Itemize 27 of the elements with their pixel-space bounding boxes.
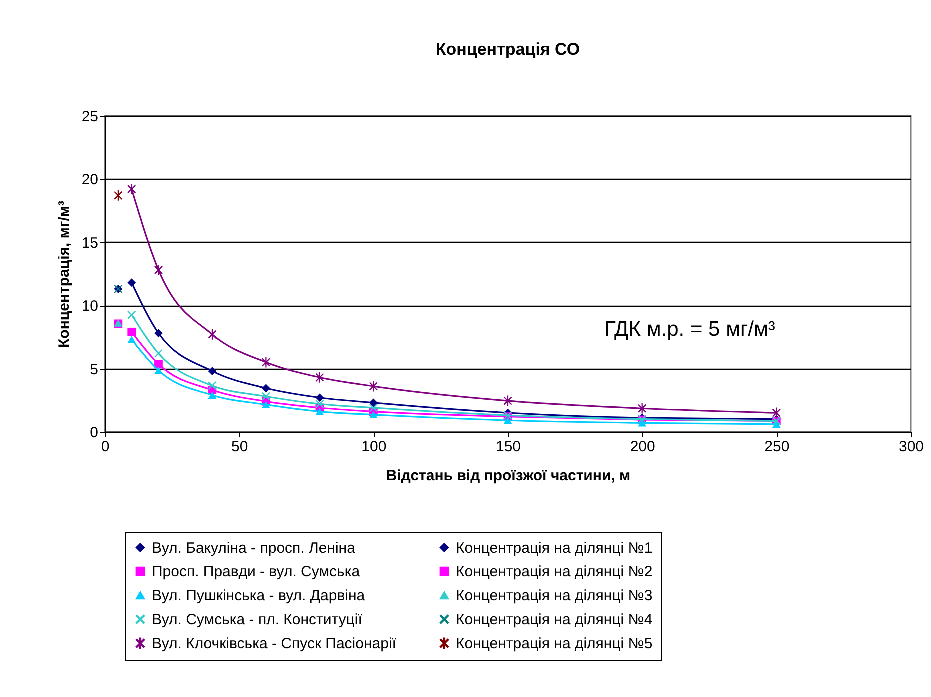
legend-label: Вул. Пушкінська - вул. Дарвіна [152,588,366,604]
y-tick-label: 5 [90,361,98,378]
x-tick-label: 300 [898,438,924,456]
legend-label: Просп. Правди - вул. Сумська [152,564,361,580]
x-tick-label: 50 [231,438,248,456]
y-tick-label: 25 [82,108,98,126]
x-tick-label: 200 [630,438,656,456]
legend-label: Концентрація на ділянці №2 [456,564,653,580]
annotation: ГДК м.р. = 5 мг/м³ [604,318,776,341]
x-tick-label: 0 [101,438,110,456]
chart-title: Концентрація СО [436,40,580,59]
y-tick-label: 0 [90,424,98,442]
legend-label: Вул. Сумська - пл. Конституції [152,612,364,628]
y-tick-label: 10 [82,298,98,316]
y-tick-label: 20 [82,172,98,189]
x-tick-label: 250 [764,438,790,456]
x-axis-title: Відстань від проїзжої частини, м [386,468,631,484]
x-tick-label: 100 [362,438,387,456]
x-tick-label: 150 [496,438,522,456]
y-axis-title: Концентрація, мг/м³ [56,201,73,348]
legend-label: Концентрація на ділянці №3 [456,588,653,604]
legend-label: Вул. Бакуліна - просп. Леніна [152,540,356,557]
legend-label: Вул. Клочківська - Спуск Пасіонарії [152,636,398,652]
legend-label: Концентрація на ділянці №1 [456,540,653,557]
y-tick-label: 15 [82,234,98,252]
legend-label: Концентрація на ділянці №5 [456,636,653,652]
legend-label: Концентрація на ділянці №4 [456,612,653,628]
